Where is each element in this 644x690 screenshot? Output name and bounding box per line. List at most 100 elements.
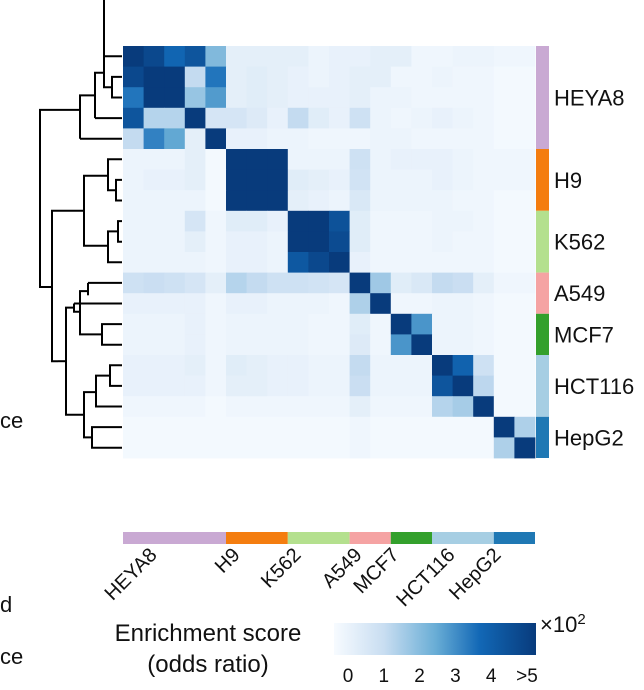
heatmap-cell [349, 107, 371, 129]
heatmap-cell [164, 66, 186, 88]
heatmap-cell [246, 231, 268, 253]
dendrogram-branch [79, 94, 95, 139]
heatmap-cell [205, 437, 227, 459]
heatmap-cell [411, 87, 433, 109]
heatmap-cell [143, 334, 165, 356]
heatmap-cell [246, 396, 268, 418]
heatmap-cell [143, 231, 165, 253]
heatmap-cell [370, 169, 392, 191]
heatmap-cell [267, 231, 289, 253]
heatmap-cell [514, 66, 536, 88]
heatmap-cell [452, 396, 474, 418]
heatmap-cell [370, 46, 392, 67]
heatmap-cell [226, 128, 247, 150]
heatmap-cell [432, 169, 453, 191]
dendrogram-branch [79, 290, 102, 336]
heatmap-cell [329, 128, 350, 150]
heatmap-cell [473, 375, 495, 397]
column-annotation-hepg2 [493, 532, 535, 544]
heatmap-cell [164, 313, 186, 335]
heatmap-cell [164, 231, 186, 253]
heatmap-cell [246, 437, 268, 459]
heatmap-cell [287, 210, 309, 232]
heatmap-cell [287, 437, 309, 459]
heatmap-cell [493, 128, 515, 150]
heatmap-cell [287, 149, 309, 170]
heatmap-cell [349, 169, 371, 191]
heatmap-cell [390, 334, 412, 356]
heatmap-cell [267, 87, 289, 109]
heatmap-cell [123, 416, 144, 438]
heatmap-cell [123, 355, 144, 376]
clipped-text-fragment: d [0, 592, 12, 617]
heatmap-cell [390, 107, 412, 129]
heatmap-cell [226, 231, 247, 253]
heatmap-cell [246, 149, 268, 170]
heatmap-cell [267, 416, 289, 438]
heatmap-cell [287, 46, 309, 67]
heatmap-cell [184, 87, 206, 109]
heatmap-cell [184, 46, 206, 67]
heatmap-cell [514, 87, 536, 109]
heatmap-cell [390, 66, 412, 88]
heatmap-cell [164, 375, 186, 397]
heatmap-cell [411, 272, 433, 294]
heatmap-cell [411, 210, 433, 232]
row-label-a549: A549 [554, 281, 605, 306]
heatmap-cell [308, 210, 330, 232]
heatmap-cell [473, 396, 495, 418]
heatmap-cell [123, 313, 144, 335]
heatmap-cell [411, 190, 433, 212]
heatmap-cell [205, 149, 227, 170]
column-annotation-hct116 [432, 532, 494, 544]
heatmap-cell [432, 355, 453, 376]
row-label-hct116: HCT116 [554, 374, 634, 399]
heatmap-cell [143, 210, 165, 232]
heatmap-cell [349, 149, 371, 170]
heatmap-cell [246, 334, 268, 356]
heatmap-cell [205, 231, 227, 253]
heatmap-cell [246, 252, 268, 273]
heatmap-cell [123, 149, 144, 170]
heatmap-cell [349, 231, 371, 253]
column-label-heya8: HEYA8 [101, 544, 162, 605]
heatmap-cell [411, 149, 433, 170]
heatmap-cell [143, 355, 165, 376]
heatmap-cell [287, 252, 309, 273]
heatmap-cell [514, 334, 536, 356]
heatmap-cell [514, 46, 536, 67]
heatmap-cell [349, 252, 371, 273]
heatmap-cell [473, 66, 495, 88]
heatmap-cell [205, 169, 227, 191]
dendrogram [39, 0, 122, 449]
heatmap-cell [205, 128, 227, 150]
heatmap-cells [123, 46, 536, 459]
heatmap-cell [246, 313, 268, 335]
heatmap-cell [370, 437, 392, 459]
heatmap-cell [473, 437, 495, 459]
heatmap-cell [143, 87, 165, 109]
heatmap-cell [493, 210, 515, 232]
heatmap-cell [411, 375, 433, 397]
heatmap-cell [493, 149, 515, 170]
colorbar-gradient [334, 623, 536, 655]
heatmap-cell [349, 375, 371, 397]
heatmap-cell [123, 437, 144, 459]
heatmap-cell [370, 396, 392, 418]
heatmap-cell [514, 293, 536, 315]
heatmap-cell [184, 272, 206, 294]
heatmap-cell [164, 46, 186, 67]
column-annotation-k562 [287, 532, 350, 544]
heatmap-cell [267, 169, 289, 191]
heatmap-cell [452, 66, 474, 88]
heatmap-cell [432, 107, 453, 129]
heatmap-cell [267, 334, 289, 356]
heatmap-cell [432, 210, 453, 232]
heatmap-cell [267, 66, 289, 88]
heatmap-cell [123, 107, 144, 129]
heatmap-cell [143, 190, 165, 212]
heatmap-cell [308, 128, 330, 150]
heatmap-cell [514, 190, 536, 212]
heatmap-cell [287, 190, 309, 212]
